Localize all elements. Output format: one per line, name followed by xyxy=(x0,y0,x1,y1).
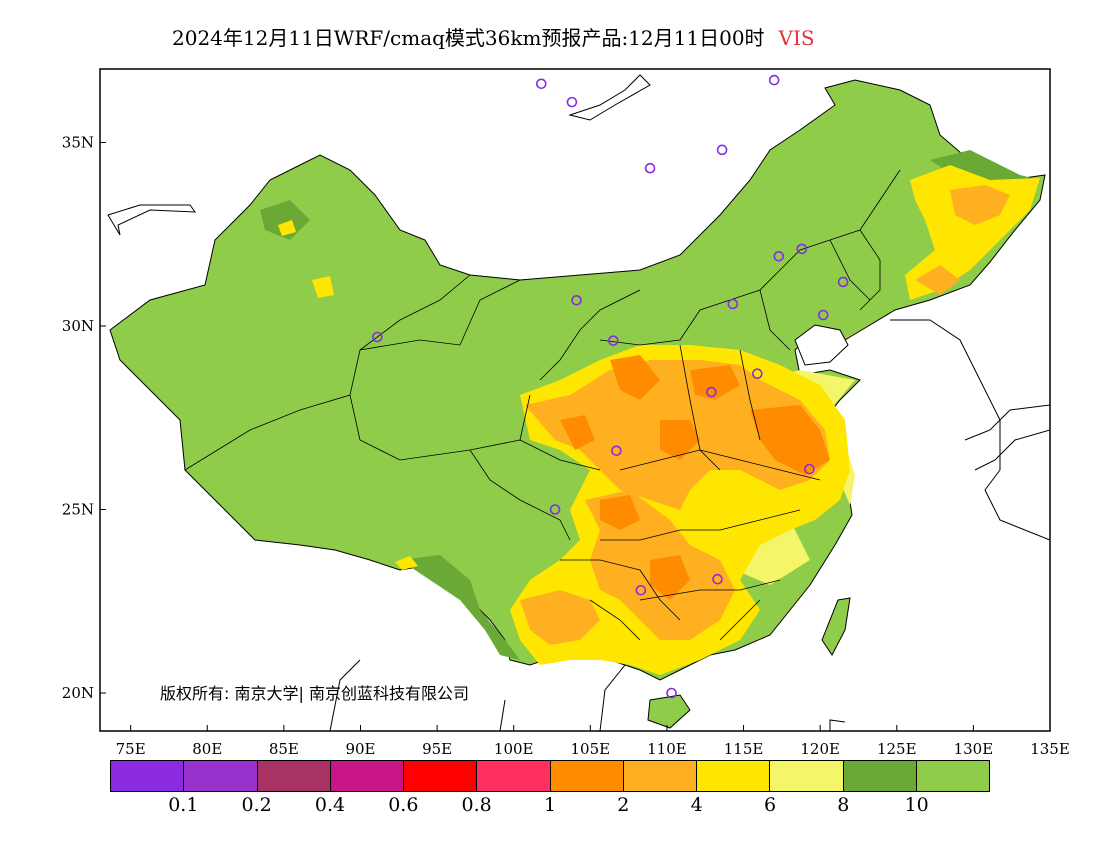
legend-swatch xyxy=(770,761,844,791)
lat-tick-label: 20N xyxy=(62,684,94,702)
legend-swatch xyxy=(697,761,771,791)
station-marker xyxy=(372,331,383,343)
legend-label: 2 xyxy=(617,794,630,816)
station-marker xyxy=(566,96,578,108)
station-marker xyxy=(752,368,763,380)
legend-swatch xyxy=(477,761,551,791)
title-main: 2024年12月11日WRF/cmaq模式36km预报产品:12月11日00时 xyxy=(172,26,765,50)
station-marker xyxy=(701,32,710,41)
legend-label: 6 xyxy=(763,794,777,816)
legend-label: 0.2 xyxy=(241,794,272,816)
latitude-axis: 50N45N40N35N30N25N20N xyxy=(62,134,106,702)
lon-tick-label: 125E xyxy=(877,740,917,758)
lake-outline xyxy=(107,204,197,236)
legend-label: 4 xyxy=(690,794,703,816)
station-marker xyxy=(606,10,615,19)
lon-tick-label: 120E xyxy=(800,740,840,758)
vis-1-2-area xyxy=(560,355,830,600)
station-marker xyxy=(571,295,582,306)
station-marker xyxy=(549,504,561,515)
lon-tick-label: 75E xyxy=(116,740,146,758)
legend-label: 0.1 xyxy=(168,794,199,816)
station-marker xyxy=(727,298,739,310)
lon-tick-label: 85E xyxy=(269,740,299,758)
station-marker xyxy=(712,573,723,585)
station-markers xyxy=(372,10,849,699)
hainan-island xyxy=(647,694,691,729)
lon-tick-label: 90E xyxy=(345,740,375,758)
station-marker xyxy=(706,386,717,398)
lon-tick-label: 105E xyxy=(571,740,611,758)
copyright-text: 版权所有: 南京大学| 南京创蓝科技有限公司 xyxy=(160,684,469,703)
station-marker xyxy=(768,74,780,86)
mongolia-north-coast xyxy=(568,74,651,121)
southeast-asia-coastline xyxy=(329,654,846,731)
lon-tick-label: 110E xyxy=(647,740,687,758)
legend-swatch xyxy=(330,761,404,791)
station-marker xyxy=(716,144,728,156)
station-marker xyxy=(644,162,656,174)
station-marker xyxy=(635,584,647,596)
japan-coastline xyxy=(964,404,1050,471)
lat-tick-label: 30N xyxy=(62,317,94,335)
station-marker xyxy=(817,309,829,321)
lon-tick-label: 100E xyxy=(494,740,534,758)
station-marker xyxy=(535,78,547,90)
legend-label: 1 xyxy=(543,794,557,816)
legend-swatch xyxy=(550,761,624,791)
taiwan-island xyxy=(821,597,851,656)
legend-swatch xyxy=(843,761,917,791)
province-boundaries xyxy=(184,169,901,641)
legend-label: 0.6 xyxy=(388,794,419,816)
neighbor-coastline xyxy=(890,319,1050,541)
legend-swatch xyxy=(257,761,331,791)
station-marker xyxy=(611,445,622,457)
station-marker xyxy=(666,687,677,699)
map-title: 2024年12月11日WRF/cmaq模式36km预报产品:12月11日00时 V… xyxy=(172,22,815,51)
station-marker xyxy=(773,250,785,262)
lon-tick-label: 115E xyxy=(724,740,764,758)
legend-swatch xyxy=(623,761,697,791)
legend-label: 0.4 xyxy=(314,794,346,816)
lon-tick-label: 130E xyxy=(954,740,994,758)
lat-tick-label: 35N xyxy=(62,134,94,152)
lon-tick-label: 135E xyxy=(1030,740,1070,758)
legend-label: 10 xyxy=(904,794,929,816)
legend-label: 8 xyxy=(837,794,850,816)
lon-tick-label: 80E xyxy=(192,740,222,758)
legend-swatch xyxy=(404,761,478,791)
station-marker xyxy=(796,243,808,255)
longitude-axis: 75E 80E 85E 90E 95E 100E 105E 110E 115E 120E 125E 1… xyxy=(116,725,1070,758)
station-marker xyxy=(731,28,740,37)
station-marker xyxy=(804,463,815,475)
title-variable: VIS xyxy=(778,26,815,50)
map-frame xyxy=(99,68,1051,732)
legend-swatch xyxy=(184,761,258,791)
lon-tick-label: 95E xyxy=(422,740,452,758)
legend-colorbar xyxy=(110,760,990,792)
lat-tick-label: 25N xyxy=(62,501,94,519)
station-marker xyxy=(837,276,849,288)
legend-label: 0.8 xyxy=(461,794,492,816)
legend-swatch xyxy=(111,761,185,791)
bohai-sea xyxy=(794,324,849,366)
legend-swatch xyxy=(916,761,989,791)
station-marker xyxy=(608,335,619,346)
